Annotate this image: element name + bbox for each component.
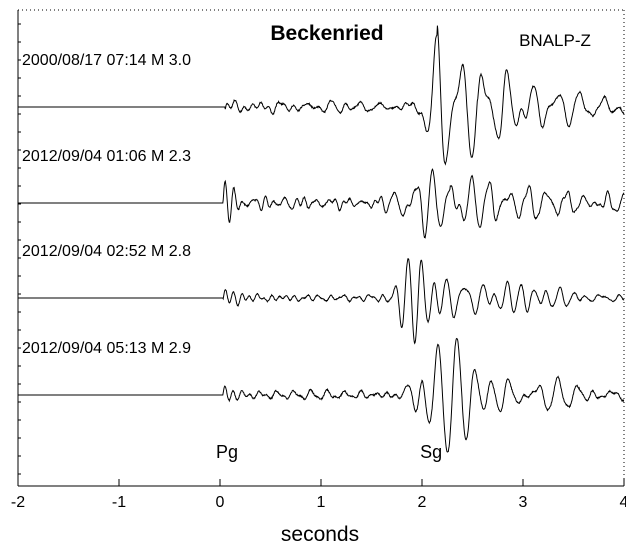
x-tick-label: 1 xyxy=(317,494,326,511)
x-tick-label: 2 xyxy=(418,494,427,511)
trace-label-2: 2012/09/04 01:06 M 2.3 xyxy=(22,148,191,165)
phase-label-sg: Sg xyxy=(420,442,442,462)
x-tick-label: 0 xyxy=(216,494,225,511)
phase-label-pg: Pg xyxy=(216,442,238,462)
station-label: BNALP-Z xyxy=(519,31,591,50)
trace-label-3: 2012/09/04 02:52 M 2.8 xyxy=(22,243,191,260)
waveform-trace-3 xyxy=(18,258,625,345)
x-tick-label: 3 xyxy=(519,494,528,511)
trace-label-4: 2012/09/04 05:13 M 2.9 xyxy=(22,340,191,357)
trace-label-1: 2000/08/17 07:14 M 3.0 xyxy=(22,52,191,69)
x-axis: -2 -1 0 1 2 3 4 xyxy=(11,479,626,511)
x-tick-label: -1 xyxy=(112,494,126,511)
waveform-trace-1 xyxy=(18,25,625,166)
x-tick-label: -2 xyxy=(11,494,25,511)
waveform-trace-4 xyxy=(18,337,625,453)
waveform-trace-2 xyxy=(18,168,625,239)
waveform-traces xyxy=(18,25,625,453)
x-axis-label: seconds xyxy=(281,523,359,546)
x-tick-label: 4 xyxy=(620,494,626,511)
chart-title: Beckenried xyxy=(270,22,383,45)
trace-labels: 2000/08/17 07:14 M 3.0 2012/09/04 01:06 M… xyxy=(22,52,191,357)
